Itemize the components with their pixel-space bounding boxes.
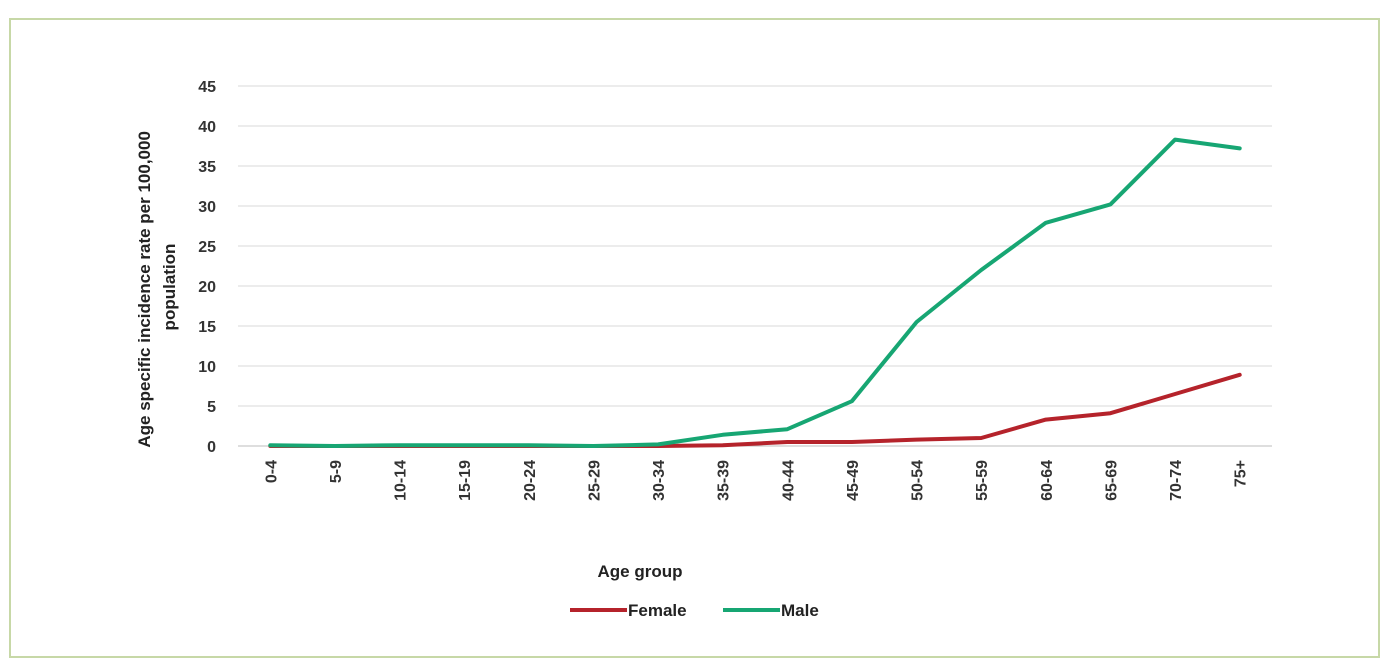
x-tick-label: 25-29 <box>586 460 603 501</box>
x-tick-label: 30-34 <box>651 460 668 501</box>
x-tick-label: 70-74 <box>1168 460 1185 501</box>
y-axis-ticks: 0 5 10 15 20 25 30 35 40 45 <box>198 79 216 456</box>
x-tick-label: 55-59 <box>974 460 991 501</box>
x-tick-label: 20-24 <box>522 460 539 501</box>
chart-frame <box>9 18 1380 658</box>
x-axis-ticks: 0-4 5-9 10-14 15-19 20-24 25-29 30-34 35-39 40-4… <box>263 460 1249 501</box>
y-tick-label: 35 <box>198 159 216 176</box>
x-tick-label: 60-64 <box>1039 460 1056 501</box>
y-tick-label: 10 <box>198 359 216 376</box>
gridlines <box>238 85 1272 447</box>
x-tick-label: 5-9 <box>328 460 345 483</box>
y-tick-label: 5 <box>207 399 216 416</box>
x-tick-label: 50-54 <box>910 460 927 501</box>
x-tick-label: 15-19 <box>457 460 474 501</box>
x-axis-title: Age group <box>598 562 683 581</box>
series-line-female <box>268 372 1242 448</box>
x-tick-label: 0-4 <box>263 460 280 483</box>
y-tick-label: 30 <box>198 199 216 216</box>
x-tick-label: 35-39 <box>716 460 733 501</box>
y-axis-title: Age specific incidence rate per 100,000 … <box>135 126 179 447</box>
y-tick-label: 20 <box>198 279 216 296</box>
x-tick-label: 45-49 <box>845 460 862 501</box>
legend: Female Male <box>570 601 819 620</box>
x-tick-label: 65-69 <box>1103 460 1120 501</box>
y-tick-label: 25 <box>198 239 216 256</box>
y-axis-title-line-2: population <box>160 244 179 331</box>
series-line-male <box>268 137 1242 448</box>
y-tick-label: 40 <box>198 119 216 136</box>
legend-label-female: Female <box>628 601 687 620</box>
y-axis-title-line-1: Age specific incidence rate per 100,000 <box>135 131 154 448</box>
x-tick-label: 40-44 <box>780 460 797 501</box>
y-tick-label: 15 <box>198 319 216 336</box>
series-lines <box>268 137 1242 448</box>
x-tick-label: 10-14 <box>393 460 410 501</box>
x-tick-label: 75+ <box>1233 460 1250 487</box>
legend-label-male: Male <box>781 601 819 620</box>
y-tick-label: 45 <box>198 79 216 96</box>
y-tick-label: 0 <box>207 439 216 456</box>
